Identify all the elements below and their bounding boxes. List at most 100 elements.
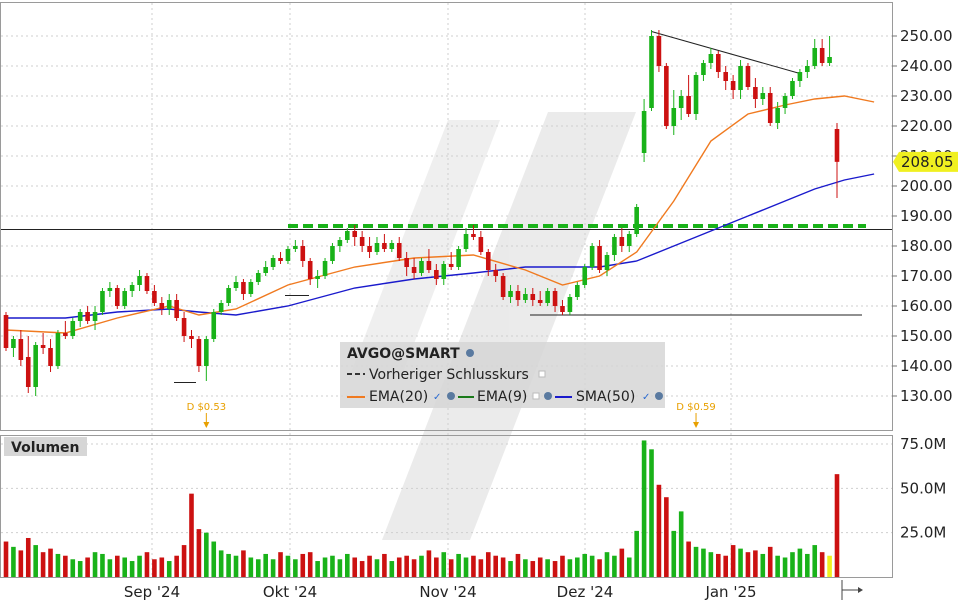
volume-bar[interactable] [500,557,506,577]
candle-body[interactable] [226,288,231,303]
candle-body[interactable] [604,255,610,270]
volume-bar[interactable] [85,557,90,577]
candle-body[interactable] [241,282,246,294]
candle-body[interactable] [805,66,810,72]
volume-bar[interactable] [196,529,202,577]
candle-body[interactable] [396,243,402,258]
volume-bar[interactable] [18,550,24,577]
volume-bar[interactable] [345,553,350,577]
volume-bar[interactable] [307,552,313,577]
candle-body[interactable] [419,261,424,273]
candle-body[interactable] [812,48,818,66]
volume-bar[interactable] [434,557,439,577]
candle-body[interactable] [760,93,766,99]
candle-body[interactable] [589,246,595,267]
candle-body[interactable] [530,294,536,300]
candle-body[interactable] [678,96,684,108]
volume-bar[interactable] [834,474,840,577]
candle-body[interactable] [619,237,625,246]
volume-bar[interactable] [678,511,684,577]
candle-body[interactable] [664,66,669,126]
candle-body[interactable] [278,258,283,261]
volume-bar[interactable] [218,550,224,577]
candle-body[interactable] [641,111,647,153]
volume-bar[interactable] [701,548,706,577]
volume-bar[interactable] [537,557,543,577]
volume-bar[interactable] [730,545,736,577]
candle-body[interactable] [307,261,313,279]
candle-body[interactable] [166,300,172,309]
candle-body[interactable] [575,285,580,297]
volume-bar[interactable] [782,557,788,577]
candle-body[interactable] [782,96,788,108]
candle-body[interactable] [612,237,617,255]
volume-bar[interactable] [656,484,662,577]
candle-body[interactable] [337,240,343,246]
volume-bar[interactable] [204,532,209,577]
volume-bar[interactable] [671,530,677,577]
volume-bar[interactable] [63,555,68,577]
candle-body[interactable] [441,264,447,279]
volume-bar[interactable] [114,555,120,577]
volume-bar[interactable] [255,559,261,577]
candle-body[interactable] [345,231,350,240]
volume-bar[interactable] [715,553,721,577]
candle-body[interactable] [77,312,83,321]
volume-bar[interactable] [152,559,157,577]
volume-bar[interactable] [107,559,113,577]
volume-bar[interactable] [129,561,135,577]
volume-bar[interactable] [575,557,580,577]
candle-body[interactable] [723,72,729,81]
volume-bar[interactable] [77,561,83,577]
volume-bar[interactable] [515,553,521,577]
volume-bar[interactable] [367,555,372,577]
volume-bar[interactable] [263,553,268,577]
volume-bar[interactable] [753,550,758,577]
volume-bar[interactable] [493,555,498,577]
volume-bar[interactable] [530,561,536,577]
legend-prev-close[interactable]: Vorheriger Schlusskurs [369,367,529,383]
candle-body[interactable] [107,288,113,291]
candle-body[interactable] [63,333,68,336]
scroll-right-icon[interactable] [841,580,863,600]
candle-body[interactable] [463,234,469,249]
volume-bar[interactable] [374,559,380,577]
candle-body[interactable] [508,291,513,297]
volume-bar[interactable] [411,559,417,577]
candle-body[interactable] [656,36,662,66]
volume-bar[interactable] [508,561,513,577]
volume-bar[interactable] [552,561,558,577]
candle-body[interactable] [485,252,491,270]
candle-body[interactable] [448,264,454,267]
volume-bar[interactable] [166,561,172,577]
volume-bar[interactable] [567,559,573,577]
candle-body[interactable] [686,96,691,114]
volume-bar[interactable] [419,555,424,577]
volume-bar[interactable] [456,553,461,577]
volume-bar[interactable] [441,552,447,577]
volume-bar[interactable] [805,553,810,577]
candle-body[interactable] [137,276,142,285]
candle-body[interactable] [456,249,461,267]
volume-bar[interactable] [92,552,98,577]
candle-body[interactable] [671,108,677,126]
candle-body[interactable] [92,312,98,321]
volume-bar[interactable] [241,550,246,577]
candle-body[interactable] [567,297,573,312]
candle-body[interactable] [159,303,165,309]
volume-bar[interactable] [285,555,291,577]
candle-body[interactable] [649,36,654,108]
settings-icon[interactable] [466,349,474,357]
volume-bar[interactable] [708,552,714,577]
candle-body[interactable] [500,276,506,297]
candle-body[interactable] [270,258,276,267]
candle-body[interactable] [797,72,803,81]
volume-bar[interactable] [485,552,491,577]
volume-bar[interactable] [471,555,476,577]
candle-body[interactable] [25,357,31,387]
check-icon[interactable]: ✓ [642,392,650,403]
volume-bar[interactable] [270,559,276,577]
volume-bar[interactable] [723,555,729,577]
candle-body[interactable] [523,294,528,300]
candle-body[interactable] [70,321,76,336]
